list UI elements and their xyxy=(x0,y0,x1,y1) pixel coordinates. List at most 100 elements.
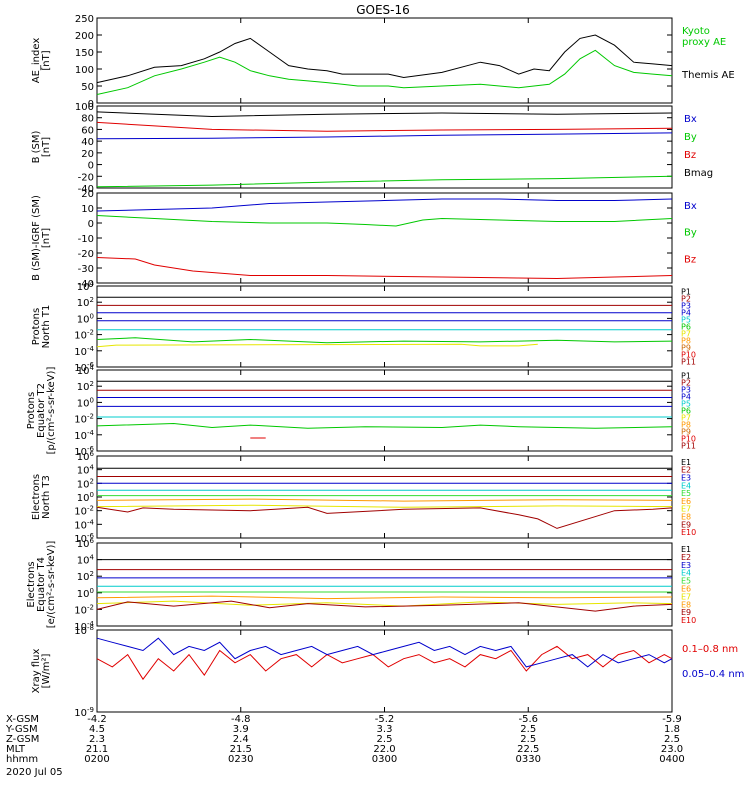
y-tick-label: 106 xyxy=(77,450,95,463)
x-axis-row-name: hhmm xyxy=(6,754,38,765)
y-tick-label: 100 xyxy=(77,396,94,409)
y-tick-label: 104 xyxy=(77,554,95,567)
y-tick-label: 100 xyxy=(75,65,94,76)
x-tick-label: -4.2 xyxy=(87,714,107,725)
legend-entry: E9 xyxy=(681,608,691,617)
y-tick-label: 10-6 xyxy=(74,445,94,458)
series-line-bz xyxy=(96,257,673,280)
panel-frame xyxy=(96,105,673,189)
panel-8: 10-9 10-8 Xray flux[W/m²] 0.1–0.8 nm 0.05–0.… xyxy=(31,624,744,719)
y-tick-label: 10-2 xyxy=(74,603,94,616)
y-tick-label: 10-4 xyxy=(74,518,94,531)
legend-entry: P7 xyxy=(681,330,691,339)
x-tick-label: -5.6 xyxy=(518,714,538,725)
panel-5: 10-6 10-4 10-2 100 102 104 ProtonsEquator T2[p… xyxy=(26,364,696,458)
legend-entry: P1 xyxy=(681,288,691,297)
x-tick-label: 4.5 xyxy=(89,724,105,735)
y-axis-label: Xray flux[W/m²] xyxy=(31,649,52,694)
legend-entry: P4 xyxy=(681,309,691,318)
x-tick-label: 22.0 xyxy=(373,744,395,755)
x-tick-label: 0200 xyxy=(84,754,109,765)
panel-frame xyxy=(96,629,673,713)
y-tick-label: 20 xyxy=(81,149,94,160)
legend-entry: E7 xyxy=(681,592,691,601)
legend-entry: Themis AE xyxy=(681,70,735,81)
legend-entry: P3 xyxy=(681,302,691,311)
x-tick-label: 2.3 xyxy=(89,734,105,745)
y-tick-label: -40 xyxy=(78,279,94,290)
panel-frame xyxy=(96,542,673,627)
y-axis-label: AE_index[nT] xyxy=(31,38,52,84)
x-axis-row-name: X-GSM xyxy=(6,714,39,725)
y-tick-label: 10-4 xyxy=(74,429,94,442)
y-tick-label: 250 xyxy=(75,14,94,25)
legend-entry: E10 xyxy=(681,616,696,625)
legend-entry: P4 xyxy=(681,393,691,402)
y-tick-label: -20 xyxy=(78,172,94,183)
y-axis-label: B (SM)[nT] xyxy=(31,130,52,163)
legend-entry: Bmag xyxy=(684,168,713,179)
legend-entry: P11 xyxy=(681,358,696,367)
x-axis-row-name: MLT xyxy=(6,744,26,755)
legend-entry: E8 xyxy=(681,600,691,609)
legend-entry: E1 xyxy=(681,458,691,467)
x-tick-label: -5.9 xyxy=(662,714,682,725)
x-tick-label: 23.0 xyxy=(661,744,683,755)
series-line-p6 xyxy=(96,337,673,344)
y-axis-label: ProtonsEquator T2[p/(cm²-s-sr-keV)] xyxy=(26,367,57,455)
y-tick-label: 102 xyxy=(77,477,94,490)
legend-entry: P8 xyxy=(681,421,691,430)
x-axis-row-name: Y-GSM xyxy=(5,724,38,735)
x-tick-label: 0330 xyxy=(516,754,541,765)
y-tick-label: 150 xyxy=(75,48,94,59)
legend-entry: E2 xyxy=(681,466,691,475)
y-tick-label: 10-6 xyxy=(74,532,94,545)
legend-entry: E1 xyxy=(681,545,691,554)
y-tick-label: 80 xyxy=(81,114,94,125)
x-tick-label: 2.5 xyxy=(520,724,536,735)
panel-7: 10-4 10-2 100 102 104 106 ElectronsEquator T4[… xyxy=(26,537,696,633)
y-tick-label: 10-2 xyxy=(74,413,94,426)
x-tick-label: 2.5 xyxy=(377,734,393,745)
y-tick-label: 10 xyxy=(81,204,94,215)
series-line-bz xyxy=(96,121,673,132)
legend-entry: Bx xyxy=(684,114,697,125)
panel-frame xyxy=(96,369,673,452)
series-line-by xyxy=(96,175,673,188)
y-tick-label: 0 xyxy=(88,219,94,230)
legend-entry: E3 xyxy=(681,561,691,570)
x-tick-label: 1.8 xyxy=(664,724,680,735)
x-axis-labels: X-GSM -4.2 -4.8 -5.2 -5.6 -5.9Y-GSM 4.5 3.9 3.3 2… xyxy=(5,714,685,778)
y-tick-label: -30 xyxy=(78,264,94,275)
legend-entry: E3 xyxy=(681,474,691,483)
y-tick-label: 104 xyxy=(77,364,95,377)
x-tick-label: 2.4 xyxy=(233,734,249,745)
y-tick-label: 0 xyxy=(88,161,94,172)
legend-entry: Bz xyxy=(684,150,696,161)
legend-entry: P3 xyxy=(681,386,691,395)
legend-entry: P5 xyxy=(681,400,691,409)
y-tick-label: 10-9 xyxy=(74,706,94,719)
series-line-e9 xyxy=(96,506,673,529)
series-line-bmag xyxy=(96,111,673,118)
legend-entry: E9 xyxy=(681,520,691,529)
legend-entry: E7 xyxy=(681,505,691,514)
legend-entry: P1 xyxy=(681,372,691,381)
y-axis-label: ProtonsNorth T1 xyxy=(31,305,52,349)
y-tick-label: 200 xyxy=(75,31,94,42)
series-line-e6 xyxy=(96,498,673,502)
x-tick-label: 3.3 xyxy=(377,724,393,735)
legend-entry: E8 xyxy=(681,513,691,522)
y-tick-label: 10-4 xyxy=(74,345,94,358)
legend-entry: E2 xyxy=(681,553,691,562)
x-tick-label: 0300 xyxy=(372,754,397,765)
y-tick-label: -10 xyxy=(78,234,94,245)
y-tick-label: 10-6 xyxy=(74,361,94,374)
legend-entry: By xyxy=(684,228,697,239)
legend-entry: E6 xyxy=(681,497,691,506)
y-tick-label: 10-4 xyxy=(74,620,94,633)
y-axis-label: B (SM)-IGRF (SM)[nT] xyxy=(31,195,52,281)
legend-entry: Bx xyxy=(684,201,697,212)
legend-entry: proxy AE xyxy=(682,37,726,48)
